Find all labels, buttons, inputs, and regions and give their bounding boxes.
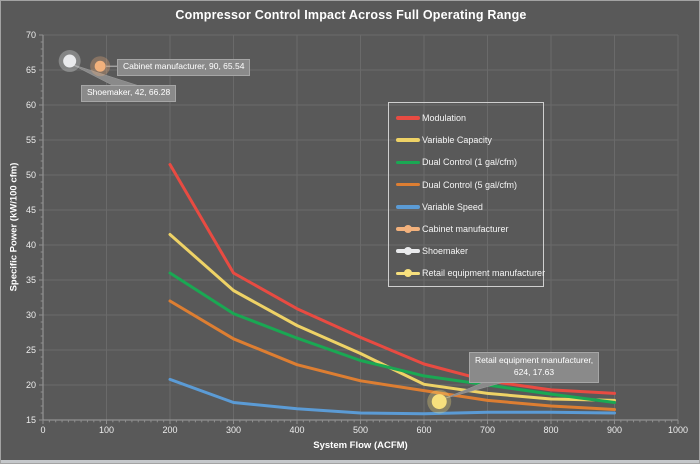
x-tick-label: 900 — [607, 425, 622, 435]
x-tick-label: 0 — [40, 425, 45, 435]
legend-item-cabinet-manufacturer[interactable]: Cabinet manufacturer — [396, 218, 543, 240]
legend-label: Cabinet manufacturer — [422, 224, 509, 235]
legend-label: Dual Control (1 gal/cfm) — [422, 157, 518, 168]
series-line-dual-control-1-gal-cfm-[interactable] — [168, 271, 616, 404]
callout-cabinet-manufacturer[interactable]: Cabinet manufacturer, 90, 65.54 — [117, 59, 251, 76]
x-tick-label: 1000 — [668, 425, 688, 435]
y-tick-label: 20 — [26, 380, 36, 390]
chart-title: Compressor Control Impact Across Full Op… — [175, 8, 527, 22]
y-tick-label: 45 — [26, 205, 36, 215]
series-line-modulation[interactable] — [168, 163, 616, 395]
y-axis-title: Specific Power (kW/100 cfm) — [8, 162, 20, 292]
callout-shoemaker[interactable]: Shoemaker, 42, 66.28 — [81, 85, 177, 102]
legend-swatch-icon — [396, 135, 420, 145]
x-tick-label: 200 — [162, 425, 177, 435]
x-tick-label: 600 — [416, 425, 431, 435]
x-tick-label: 300 — [226, 425, 241, 435]
legend-item-retail-equipment-manufacturer[interactable]: Retail equipment manufacturer — [396, 262, 546, 284]
x-tick-label: 400 — [289, 425, 304, 435]
chart-frame-bottom-edge — [1, 460, 699, 463]
legend-item-dual-control-1-gal-cfm-[interactable]: Dual Control (1 gal/cfm) — [396, 151, 543, 173]
legend-item-variable-speed[interactable]: Variable Speed — [396, 196, 543, 218]
legend-label: Variable Capacity — [422, 135, 492, 146]
legend-item-variable-capacity[interactable]: Variable Capacity — [396, 129, 543, 151]
legend-item-dual-control-5-gal-cfm-[interactable]: Dual Control (5 gal/cfm) — [396, 174, 543, 196]
legend-swatch-icon — [396, 113, 420, 123]
legend-swatch-icon — [396, 180, 420, 190]
legend-marker-icon — [404, 269, 412, 278]
y-tick-label: 55 — [26, 135, 36, 145]
legend-item-shoemaker[interactable]: Shoemaker — [396, 240, 543, 262]
marker-shoemaker[interactable] — [63, 54, 77, 68]
y-tick-label: 30 — [26, 310, 36, 320]
y-tick-label: 65 — [26, 65, 36, 75]
y-tick-label: 70 — [26, 30, 36, 40]
legend-label: Dual Control (5 gal/cfm) — [422, 179, 518, 190]
x-axis-title: System Flow (ACFM) — [313, 440, 408, 451]
y-tick-label: 15 — [26, 415, 36, 425]
legend-label: Shoemaker — [422, 246, 469, 257]
y-tick-label: 50 — [26, 170, 36, 180]
x-tick-label: 500 — [353, 425, 368, 435]
callout-retail-equipment-manufacturer[interactable]: Retail equipment manufacturer, 624, 17.6… — [469, 352, 599, 383]
series-line-variable-speed[interactable] — [168, 377, 616, 416]
y-tick-label: 40 — [26, 240, 36, 250]
x-tick-label: 100 — [99, 425, 114, 435]
legend-line-icon — [396, 205, 420, 209]
legend-swatch-icon — [396, 246, 420, 256]
legend-item-modulation[interactable]: Modulation — [396, 107, 543, 129]
legend-line-icon — [396, 116, 420, 120]
legend-line-icon — [396, 160, 420, 165]
x-tick-label: 800 — [543, 425, 558, 435]
legend-line-icon — [396, 138, 420, 142]
y-tick-label: 35 — [26, 275, 36, 285]
legend-line-icon — [396, 182, 420, 187]
marker-retail-equipment-manufacturer[interactable] — [431, 394, 447, 410]
legend-swatch-icon — [396, 224, 420, 234]
series-line-dual-control-5-gal-cfm-[interactable] — [168, 299, 616, 411]
legend-swatch-icon — [396, 157, 420, 167]
marker-cabinet-manufacturer[interactable] — [94, 60, 106, 72]
legend[interactable]: Modulation Variable Capacity Dual Control … — [388, 102, 546, 287]
legend-label: Modulation — [422, 113, 467, 124]
y-tick-label: 60 — [26, 100, 36, 110]
legend-swatch-icon — [396, 268, 420, 278]
y-tick-label: 25 — [26, 345, 36, 355]
legend-swatch-icon — [396, 202, 420, 212]
legend-label: Retail equipment manufacturer — [422, 268, 546, 279]
legend-marker-icon — [404, 247, 412, 256]
x-tick-label: 700 — [480, 425, 495, 435]
legend-label: Variable Speed — [422, 201, 483, 212]
legend-marker-icon — [404, 225, 412, 234]
